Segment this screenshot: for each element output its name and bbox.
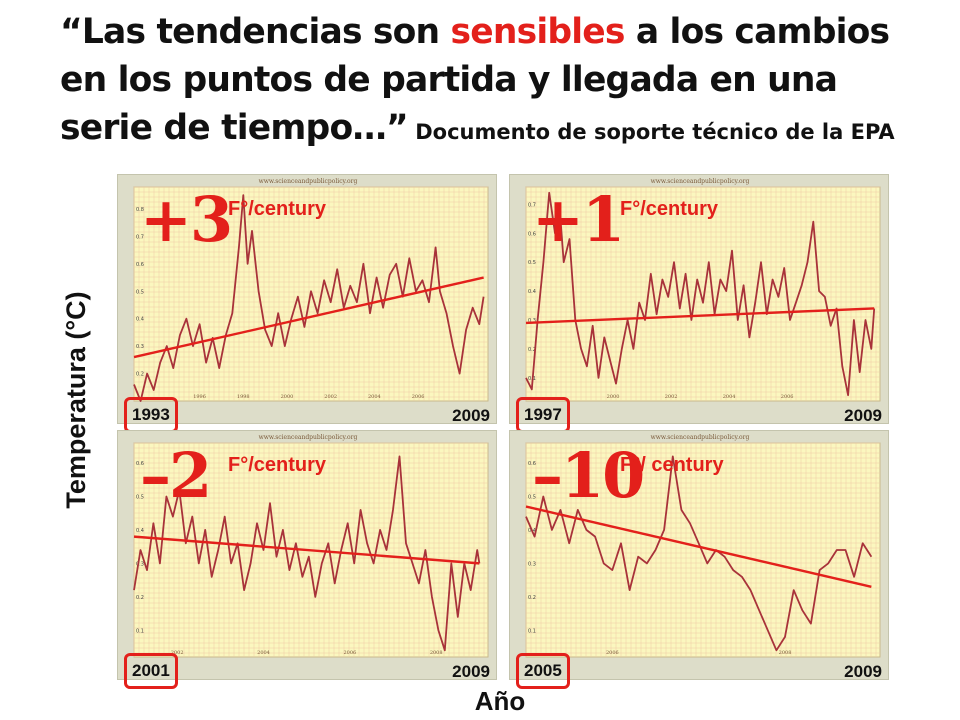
y-tick-label: 0.5: [136, 289, 144, 295]
x-tick-label: 1998: [237, 394, 250, 400]
start-year-badge: 2005: [516, 653, 570, 689]
y-tick-label: 0.2: [528, 347, 536, 353]
headline-text-1: “Las tendencias son: [60, 12, 451, 52]
start-year-badge: 1993: [124, 397, 178, 433]
trend-line: [133, 535, 480, 565]
x-tick-label: 2000: [607, 394, 620, 400]
y-tick-label: 0.1: [528, 628, 536, 634]
y-tick-label: 0.4: [136, 528, 144, 534]
trend-unit-label: F°/ century: [620, 454, 724, 476]
trend-unit-label: F°/century: [228, 454, 327, 476]
y-axis-title: Temperatura (°C): [61, 291, 91, 509]
y-tick-label: 0.2: [136, 595, 144, 601]
y-tick-label: 0.7: [136, 234, 144, 240]
site-url: www.scienceandpublicpolicy.org: [258, 434, 358, 441]
headline-text-2: a los cambios en los puntos de partida y…: [60, 12, 890, 148]
y-tick-label: 0.3: [136, 344, 144, 350]
x-tick-label: 2002: [665, 394, 678, 400]
end-year-label: 2009: [844, 406, 882, 425]
end-year-label: 2009: [452, 406, 490, 425]
trend-rate-label: –10: [532, 439, 645, 512]
y-tick-label: 0.3: [136, 561, 144, 567]
y-tick-label: 0.6: [136, 461, 144, 467]
x-tick-label: 2002: [171, 650, 184, 656]
x-tick-label: 2006: [412, 394, 425, 400]
chart-panel-2001: 0.1 0.2 0.3 0.4 0.5 0.6 2002 2004 2006 2008 www.s…: [117, 430, 497, 689]
y-tick-label: 0.2: [136, 372, 144, 378]
x-tick-label: 2004: [257, 650, 270, 656]
x-tick-label: 2000: [281, 394, 294, 400]
y-tick-label: 0.6: [528, 461, 536, 467]
x-tick-label: 2006: [343, 650, 356, 656]
end-year-label: 2009: [844, 662, 882, 681]
x-tick-label: 2006: [781, 394, 794, 400]
y-tick-label: 0.4: [528, 289, 536, 295]
y-tick-label: 0.7: [528, 202, 536, 208]
site-url: www.scienceandpublicpolicy.org: [258, 178, 358, 185]
plot-svg: 0.2 0.3 0.4 0.5 0.6 0.7 0.8 1996 1998 2000 2002 200…: [133, 186, 489, 402]
x-tick-label: 2002: [324, 394, 337, 400]
y-tick-label: 0.2: [528, 595, 536, 601]
start-year-badge: 2001: [124, 653, 178, 689]
x-tick-label: 2004: [723, 394, 736, 400]
y-tick-label: 0.5: [528, 495, 536, 501]
temperature-series-line: [133, 455, 481, 652]
grid: [525, 186, 880, 401]
x-tick-label: 2004: [368, 394, 381, 400]
x-tick-label: 1996: [193, 394, 206, 400]
x-axis-title: Año: [474, 686, 526, 716]
temperature-series-line: [525, 455, 873, 652]
headline-highlight: sensibles: [450, 12, 626, 52]
trend-line: [525, 505, 872, 588]
y-tick-label: 0.5: [528, 260, 536, 266]
y-tick-label: 0.8: [136, 207, 144, 213]
chart-panel-1993: 0.2 0.3 0.4 0.5 0.6 0.7 0.8 1996 1998 2000 2002 200…: [117, 174, 497, 433]
headline-source: Documento de soporte técnico de la EPA: [407, 120, 895, 144]
end-year-label: 2009: [452, 662, 490, 681]
y-tick-label: 0.3: [528, 318, 536, 324]
y-tick-label: 0.4: [136, 317, 144, 323]
trend-line: [525, 307, 875, 325]
y-tick-label: 0.6: [136, 262, 144, 268]
trend-unit-label: F°/century: [228, 198, 327, 220]
start-year-badge: 1997: [516, 397, 570, 433]
trend-rate-label: +3: [140, 183, 233, 256]
x-tick-label: 2008: [430, 650, 443, 656]
site-url: www.scienceandpublicpolicy.org: [650, 434, 750, 441]
x-tick-label: 2006: [606, 650, 619, 656]
chart-panel-2005: 0.1 0.2 0.3 0.4 0.5 0.6 2006 2008 www.sciencean…: [509, 430, 889, 689]
headline: “Las tendencias son sensibles a los camb…: [60, 8, 940, 156]
trend-rate-label: +1: [532, 183, 625, 256]
temperature-series-line: [525, 191, 876, 397]
plot-svg: 0.1 0.2 0.3 0.4 0.5 0.6 2002 2004 2006 2008: [133, 442, 489, 658]
trend-line: [133, 276, 484, 359]
x-tick-label: 2008: [779, 650, 792, 656]
y-tick-label: 0.6: [528, 231, 536, 237]
trend-unit-label: F°/century: [620, 198, 719, 220]
chart-panel-1997: 0.1 0.2 0.3 0.4 0.5 0.6 0.7 2000 2002 2004 2006 ww…: [509, 174, 889, 433]
y-tick-label: 0.5: [136, 495, 144, 501]
grid: [133, 442, 488, 657]
trend-rate-label: –2: [140, 439, 212, 512]
site-url: www.scienceandpublicpolicy.org: [650, 178, 750, 185]
y-tick-label: 0.3: [528, 561, 536, 567]
y-tick-label: 0.1: [136, 628, 144, 634]
